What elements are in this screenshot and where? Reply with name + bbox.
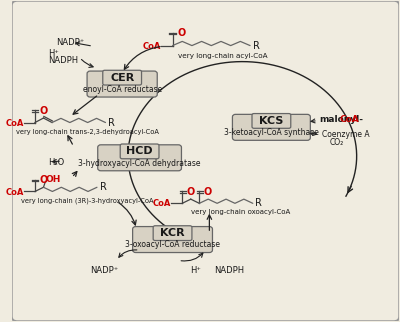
- Text: CoA: CoA: [6, 188, 24, 197]
- Text: CER: CER: [110, 73, 134, 83]
- Text: O: O: [186, 187, 195, 197]
- Text: 3-ketoacyl-CoA synthase: 3-ketoacyl-CoA synthase: [224, 128, 319, 137]
- Text: H⁺: H⁺: [48, 49, 59, 58]
- Text: very long-chain acyl-CoA: very long-chain acyl-CoA: [178, 53, 268, 59]
- Text: very long-chain (3R)-3-hydroxyacyl-CoA: very long-chain (3R)-3-hydroxyacyl-CoA: [21, 197, 154, 204]
- Text: H₂O: H₂O: [48, 158, 65, 167]
- Text: 3-hydroxyacyl-CoA dehydratase: 3-hydroxyacyl-CoA dehydratase: [78, 158, 201, 167]
- Text: R: R: [253, 41, 260, 51]
- Text: very long-chain trans-2,3-dehydroacyl-CoA: very long-chain trans-2,3-dehydroacyl-Co…: [16, 128, 159, 135]
- Text: KCS: KCS: [259, 116, 284, 126]
- FancyBboxPatch shape: [153, 226, 192, 241]
- Text: H⁺: H⁺: [190, 266, 201, 275]
- Text: NADP⁺: NADP⁺: [90, 266, 119, 275]
- Text: R: R: [100, 182, 106, 192]
- FancyBboxPatch shape: [103, 70, 142, 85]
- Text: malonyl-: malonyl-: [319, 116, 363, 125]
- Text: CO₂: CO₂: [330, 138, 344, 147]
- FancyBboxPatch shape: [232, 114, 310, 140]
- Text: NADP⁺: NADP⁺: [56, 38, 84, 47]
- Text: O: O: [39, 106, 48, 116]
- FancyBboxPatch shape: [120, 144, 159, 159]
- Text: NADPH: NADPH: [214, 266, 244, 275]
- Text: CoA: CoA: [340, 116, 359, 125]
- Text: CoA: CoA: [142, 42, 161, 51]
- FancyBboxPatch shape: [252, 114, 291, 128]
- FancyBboxPatch shape: [12, 1, 399, 321]
- Text: 3-oxoacyl-CoA reductase: 3-oxoacyl-CoA reductase: [125, 240, 220, 249]
- Text: enoyl-CoA reductase: enoyl-CoA reductase: [82, 85, 162, 94]
- Text: O: O: [177, 28, 186, 38]
- Text: KCR: KCR: [160, 228, 185, 238]
- FancyBboxPatch shape: [87, 71, 157, 97]
- Text: O: O: [39, 175, 48, 185]
- Text: very long-chain oxoacyl-CoA: very long-chain oxoacyl-CoA: [191, 209, 290, 215]
- Text: O: O: [204, 187, 212, 197]
- Text: Coenzyme A: Coenzyme A: [322, 130, 370, 139]
- Text: NADPH: NADPH: [48, 55, 79, 64]
- Text: CoA: CoA: [6, 119, 24, 128]
- Text: R: R: [108, 118, 115, 128]
- Text: CoA: CoA: [153, 199, 171, 208]
- FancyBboxPatch shape: [98, 145, 182, 171]
- Text: R: R: [256, 198, 262, 208]
- FancyBboxPatch shape: [133, 227, 212, 252]
- Text: HCD: HCD: [126, 147, 153, 156]
- Text: OH: OH: [45, 175, 60, 184]
